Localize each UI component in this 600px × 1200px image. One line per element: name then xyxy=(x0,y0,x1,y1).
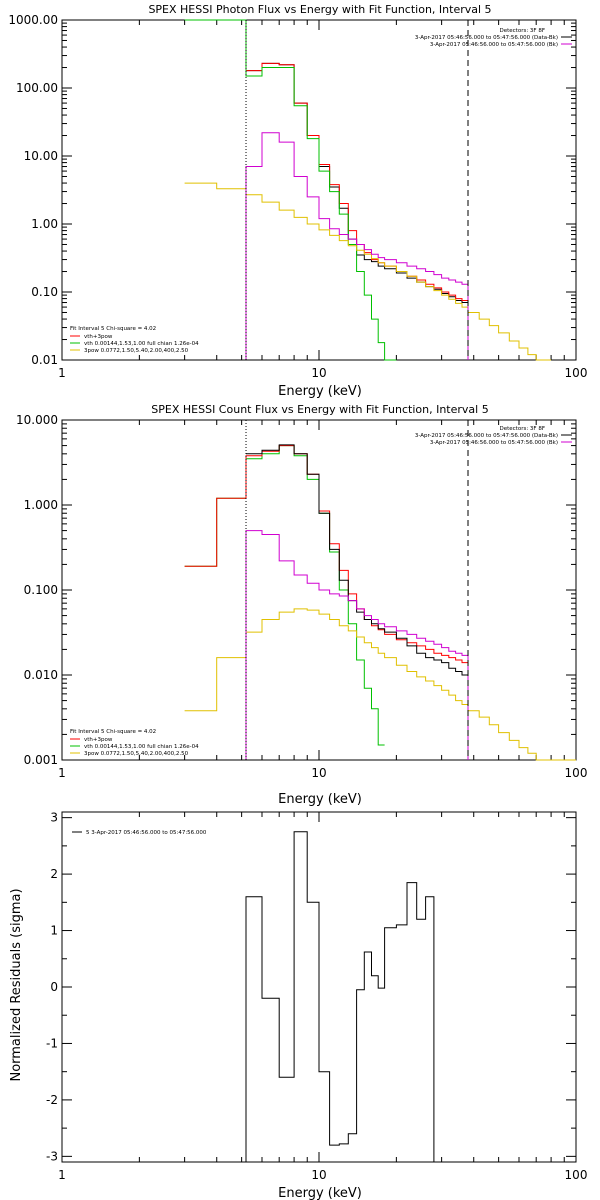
axis-ticks: 1 10 100 0.01 0.10 1.00 10.00 100.00 1000.00 xyxy=(8,13,587,380)
series-total xyxy=(184,445,468,664)
y-tick-label: -3 xyxy=(46,1149,58,1163)
legend-bk: 3-Apr-2017 05:46:56.000 to 05:47:56.000 … xyxy=(430,42,558,48)
legend-bottom: Fit Interval 5 Chi-square = 4.02 vth+3po… xyxy=(70,729,199,757)
legend-bk: 3-Apr-2017 05:46:56.000 to 05:47:56.000 … xyxy=(430,440,558,446)
y-tick-label: 10.00 xyxy=(24,149,58,163)
y-tick-label: 1 xyxy=(50,924,58,938)
count-flux-panel: SPEX HESSI Count Flux vs Energy with Fit… xyxy=(16,403,587,807)
y-tick-label: 10.000 xyxy=(16,413,58,427)
series-background xyxy=(245,132,469,360)
legend-thermal: vth 0.00144,1.53,1.00 full chian 1.26e-0… xyxy=(84,744,199,750)
y-axis-label: Normalized Residuals (sigma) xyxy=(9,888,24,1081)
chart-title: SPEX HESSI Count Flux vs Energy with Fit… xyxy=(151,403,488,416)
x-axis-label: Energy (keV) xyxy=(278,792,362,807)
plot-frame xyxy=(61,19,577,361)
y-tick-label: 0.010 xyxy=(24,668,58,682)
legend-residual: 5 3-Apr-2017 05:46:56.000 to 05:47:56.00… xyxy=(86,830,207,836)
y-tick-label: 3 xyxy=(50,811,58,825)
series-group xyxy=(184,420,576,761)
legend-data-bk: 3-Apr-2017 05:46:56.000 to 05:47:56.000 … xyxy=(415,433,558,439)
y-tick-label: 1.00 xyxy=(31,217,58,231)
legend-total: vth+3pow xyxy=(84,334,113,340)
legend-fit-interval: Fit Interval 5 Chi-square = 4.02 xyxy=(70,326,156,332)
series-thermal xyxy=(184,19,397,361)
legend-top: Detectors: 3F 8F 3-Apr-2017 05:46:56.000… xyxy=(415,28,572,48)
series-data xyxy=(245,831,435,1162)
x-tick-label: 1 xyxy=(58,366,66,380)
series-thermal xyxy=(184,445,385,746)
legend-top: Detectors: 3F 8F 3-Apr-2017 05:46:56.000… xyxy=(415,426,572,446)
x-tick-label: 10 xyxy=(311,766,326,780)
y-tick-label: 0.100 xyxy=(24,583,58,597)
x-tick-label: 10 xyxy=(311,366,326,380)
y-tick-label: 1.000 xyxy=(24,498,58,512)
series-data xyxy=(246,444,468,676)
legend-powerlaw: 3pow 0.0772,1.50,5.40,2.00,400,2.50 xyxy=(84,348,189,354)
series-group xyxy=(245,831,435,1162)
y-tick-label: 0.10 xyxy=(31,285,58,299)
x-axis-label: Energy (keV) xyxy=(278,384,362,399)
legend-thermal: vth 0.00144,1.53,1.00 full chian 1.26e-0… xyxy=(84,341,199,347)
legend-total: vth+3pow xyxy=(84,737,113,743)
y-tick-label: 0 xyxy=(50,980,58,994)
x-tick-label: 100 xyxy=(565,766,588,780)
residuals-panel: 1 10 100 -3 -2 -1 0 1 2 3 5 3-Apr-2017 05:46:56.0… xyxy=(9,811,587,1200)
legend-powerlaw: 3pow 0.0772,1.50,5.40,2.00,400,2.50 xyxy=(84,751,189,757)
x-axis-label: Energy (keV) xyxy=(278,1186,362,1200)
y-tick-label: 0.001 xyxy=(24,753,58,767)
legend-bottom: Fit Interval 5 Chi-square = 4.02 vth+3po… xyxy=(70,326,199,354)
series-powerlaw xyxy=(184,608,576,761)
axis-ticks: 1 10 100 -3 -2 -1 0 1 2 3 xyxy=(46,811,587,1182)
legend-data-bk: 3-Apr-2017 05:46:56.000 to 05:47:56.000 … xyxy=(415,35,558,41)
legend-fit-interval: Fit Interval 5 Chi-square = 4.02 xyxy=(70,729,156,735)
y-tick-label: -2 xyxy=(46,1093,58,1107)
series-powerlaw xyxy=(184,182,552,361)
x-tick-label: 10 xyxy=(311,1168,326,1182)
y-tick-label: 100.00 xyxy=(16,81,58,95)
x-tick-label: 1 xyxy=(58,1168,66,1182)
axis-ticks: 1 10 100 0.001 0.010 0.100 1.000 10.000 xyxy=(16,413,587,780)
series-background xyxy=(245,530,469,760)
chart-title: SPEX HESSI Photon Flux vs Energy with Fi… xyxy=(148,3,491,16)
x-tick-label: 100 xyxy=(565,1168,588,1182)
x-tick-label: 100 xyxy=(565,366,588,380)
y-tick-label: 1000.00 xyxy=(8,13,58,27)
legend-detectors: Detectors: 3F 8F xyxy=(499,28,545,34)
series-group xyxy=(184,19,552,361)
y-tick-label: 0.01 xyxy=(31,353,58,367)
legend-detectors: Detectors: 3F 8F xyxy=(499,426,545,432)
photon-flux-panel: SPEX HESSI Photon Flux vs Energy with Fi… xyxy=(8,3,587,399)
y-tick-label: -1 xyxy=(46,1036,58,1050)
y-tick-label: 2 xyxy=(50,867,58,881)
x-tick-label: 1 xyxy=(58,766,66,780)
